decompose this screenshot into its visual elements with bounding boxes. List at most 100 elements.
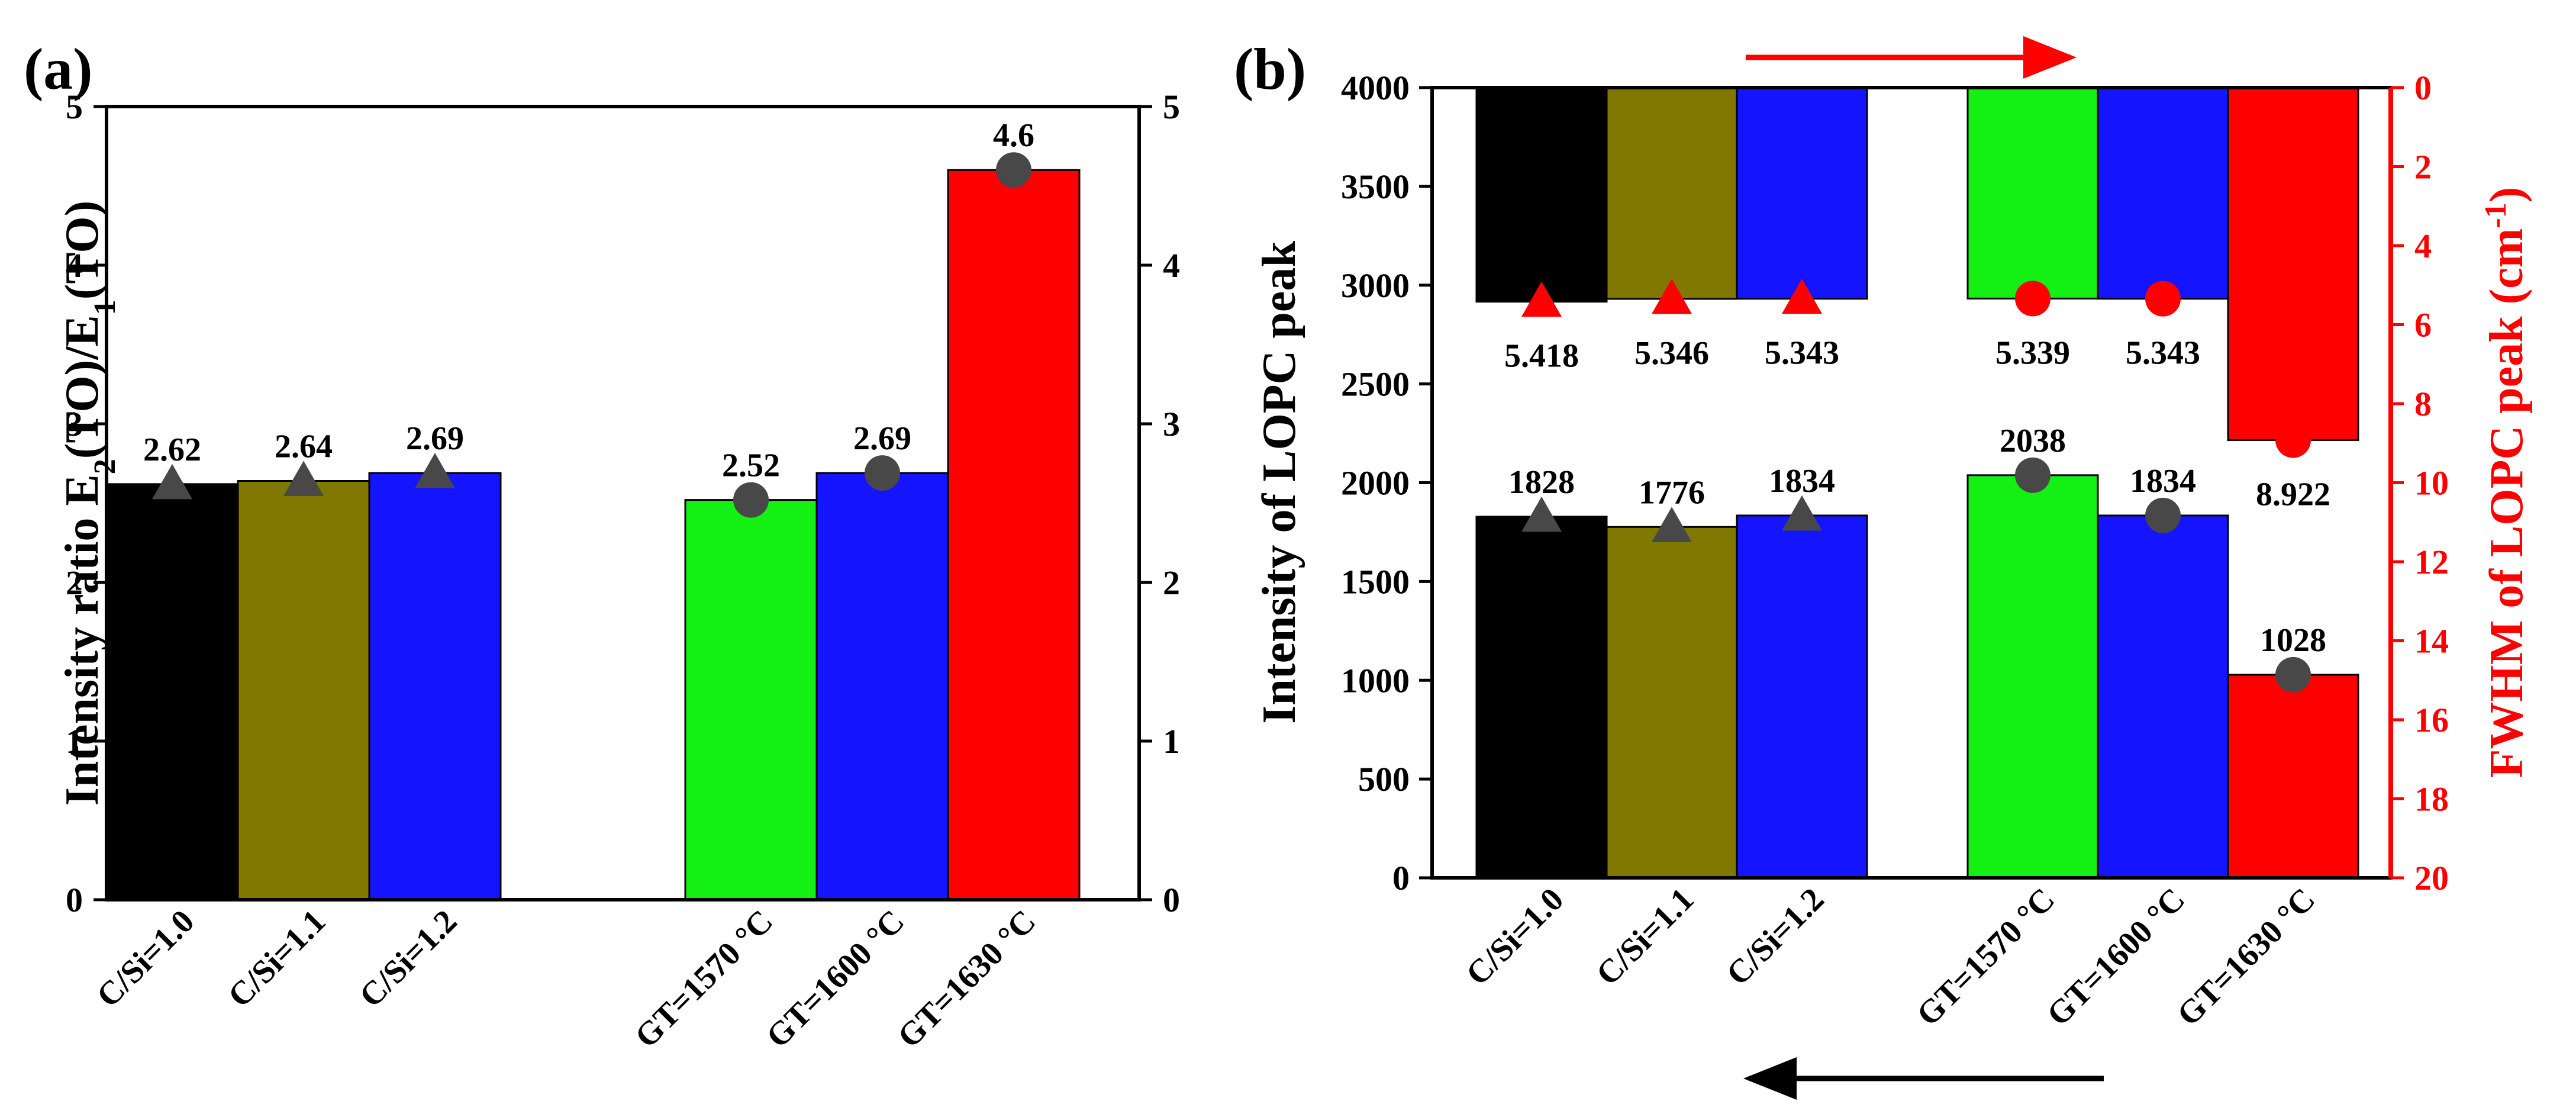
marker-b-fwhm-0 [1521,281,1562,317]
marker-a-2 [415,453,455,488]
category-label-b-2: C/Si=1.2 [1720,881,1832,993]
bar-a-5 [947,169,1081,901]
data-label-a-4: 2.69 [853,420,911,457]
tick-label-a-left-4: 4 [66,246,83,285]
marker-b-intensity-1 [1652,507,1692,542]
marker-b-fwhm-3 [2015,281,2051,317]
marker-a-1 [283,461,324,496]
data-label-a-0: 2.62 [143,432,201,468]
chart-b-data-labels: 1828 5.418 1776 5.346 1834 5.343 2038 5.339 1834… [1504,334,2330,659]
tick-label-b-right-7: 14 [2414,622,2449,661]
chart-b-ylabel-right: FWHM of LOPC peak (cm-1) [2479,187,2533,778]
marker-a-3 [733,482,769,518]
chart-b-left-ticks: 0 500 1000 1500 2000 2500 3000 3500 4000 [1341,69,1432,897]
chart-a-bars [105,169,1081,901]
marker-b-fwhm-5 [2275,422,2311,458]
tick-label-a-left-5: 5 [66,88,83,126]
tick-label-b-left-8: 4000 [1341,69,1410,107]
chart-a-frame [105,105,1141,901]
chart-b-markers [1521,278,2311,693]
chart-a: 2.62 2.64 2.69 2.52 2.69 4.6 0 1 2 3 4 5 0 1 2 3 4 5 C/… [56,88,1180,1055]
category-label-a-0: C/Si=1.0 [90,903,202,1015]
tick-label-b-left-1: 500 [1358,760,1410,799]
bar-b-fwhm-4 [2097,86,2229,300]
data-label-a-1: 2.64 [275,428,333,465]
tick-label-b-right-3: 6 [2414,306,2432,344]
data-label-b-intensity-3: 2038 [2000,423,2066,459]
bar-b-intensity-0 [1475,516,1608,879]
data-label-b-intensity-0: 1828 [1508,464,1575,501]
bar-b-fwhm-5 [2227,86,2359,442]
panel-a-label: (a) [24,36,93,102]
marker-b-intensity-0 [1521,496,1562,532]
marker-b-intensity-5 [2275,656,2311,693]
data-label-b-intensity-1: 1776 [1639,474,1705,511]
tick-label-b-right-2: 4 [2414,227,2432,265]
bar-b-intensity-5 [2227,674,2359,879]
chart-b-category-labels: C/Si=1.0 C/Si=1.1 C/Si=1.2 GT=1570 °CGT=160… [1459,881,2323,1033]
bar-b-fwhm-2 [1736,86,1868,300]
tick-label-b-right-9: 18 [2414,780,2449,819]
marker-b-fwhm-4 [2145,281,2181,317]
tick-label-b-right-1: 2 [2414,148,2432,186]
category-label-a-4: GT=1600 °C [759,903,911,1055]
tick-label-b-right-4: 8 [2414,385,2432,423]
category-label-b-4: GT=1600 °C [2040,881,2192,1033]
marker-b-intensity-3 [2015,457,2051,493]
bar-b-fwhm-0 [1475,86,1608,303]
chart-a-right-ticks: 0 1 2 3 4 5 [1139,88,1180,919]
marker-b-fwhm-2 [1782,278,1822,314]
chart-a-ylabel: Intensity ratio E2(TO)/E1(TO) [56,201,122,806]
data-label-b-intensity-5: 1028 [2260,622,2326,659]
bar-a-4 [815,472,949,901]
tick-label-b-right-6: 12 [2414,543,2449,581]
tick-label-a-right-3: 3 [1163,405,1180,443]
data-label-b-fwhm-5: 8.922 [2256,476,2330,513]
tick-label-b-left-4: 2000 [1341,464,1410,503]
data-label-a-5: 4.6 [993,117,1034,154]
bar-a-3 [684,499,818,901]
tick-label-b-right-8: 16 [2414,701,2449,739]
data-label-b-intensity-2: 1834 [1769,463,1835,500]
chart-a-left-ticks: 0 1 2 3 4 5 [66,88,107,919]
panel-b-label: (b) [1234,36,1306,102]
tick-label-a-left-0: 0 [66,881,83,919]
chart-b: 18285.41817765.34618345.34320385.3391834… [1253,36,2533,1100]
tick-label-b-left-6: 3000 [1341,266,1410,305]
tick-label-a-right-5: 5 [1163,88,1180,126]
bar-b-fwhm-3 [1966,86,2099,300]
category-label-a-5: GT=1630 °C [891,903,1043,1055]
data-label-b-fwhm-1: 5.346 [1634,335,1709,372]
tick-label-b-left-3: 1500 [1341,562,1410,601]
tick-label-b-left-0: 0 [1392,859,1410,897]
chart-a-data-labels: 2.62 2.64 2.69 2.52 2.69 4.6 [143,117,1034,484]
bar-b-intensity-4 [2097,514,2229,879]
bar-a-0 [105,483,239,901]
marker-a-4 [865,455,900,491]
category-label-b-5: GT=1630 °C [2170,881,2322,1033]
bar-b-intensity-1 [1605,526,1738,879]
tick-label-b-right-5: 10 [2414,464,2449,503]
bar-a-1 [237,479,370,901]
tick-label-a-left-3: 3 [66,405,83,443]
chart-b-right-ticks: 0 2 4 6 8 10 12 14 16 18 20 [2391,69,2449,897]
tick-label-b-right-10: 20 [2414,859,2449,897]
category-label-b-3: GT=1570 °C [1910,881,2062,1033]
data-label-a-2: 2.69 [406,420,464,457]
data-label-b-fwhm-4: 5.343 [2126,335,2200,372]
marker-b-fwhm-1 [1652,278,1692,314]
tick-label-a-left-1: 1 [66,722,83,761]
chart-b-ylabel-left: Intensity of LOPC peak [1253,241,1305,724]
category-label-a-2: C/Si=1.2 [353,903,465,1015]
tick-label-a-right-0: 0 [1163,881,1180,919]
category-label-b-0: C/Si=1.0 [1459,881,1571,993]
data-label-b-fwhm-0: 5.418 [1504,338,1579,375]
chart-a-category-labels: C/Si=1.0 C/Si=1.1 C/Si=1.2 GT=1570 °CGT=160… [90,903,1043,1055]
bar-a-2 [368,472,502,901]
tick-label-a-right-1: 1 [1163,722,1180,761]
marker-b-intensity-2 [1782,495,1822,531]
tick-label-a-right-4: 4 [1163,246,1180,285]
marker-a-5 [996,152,1031,188]
tick-label-a-right-2: 2 [1163,564,1180,602]
